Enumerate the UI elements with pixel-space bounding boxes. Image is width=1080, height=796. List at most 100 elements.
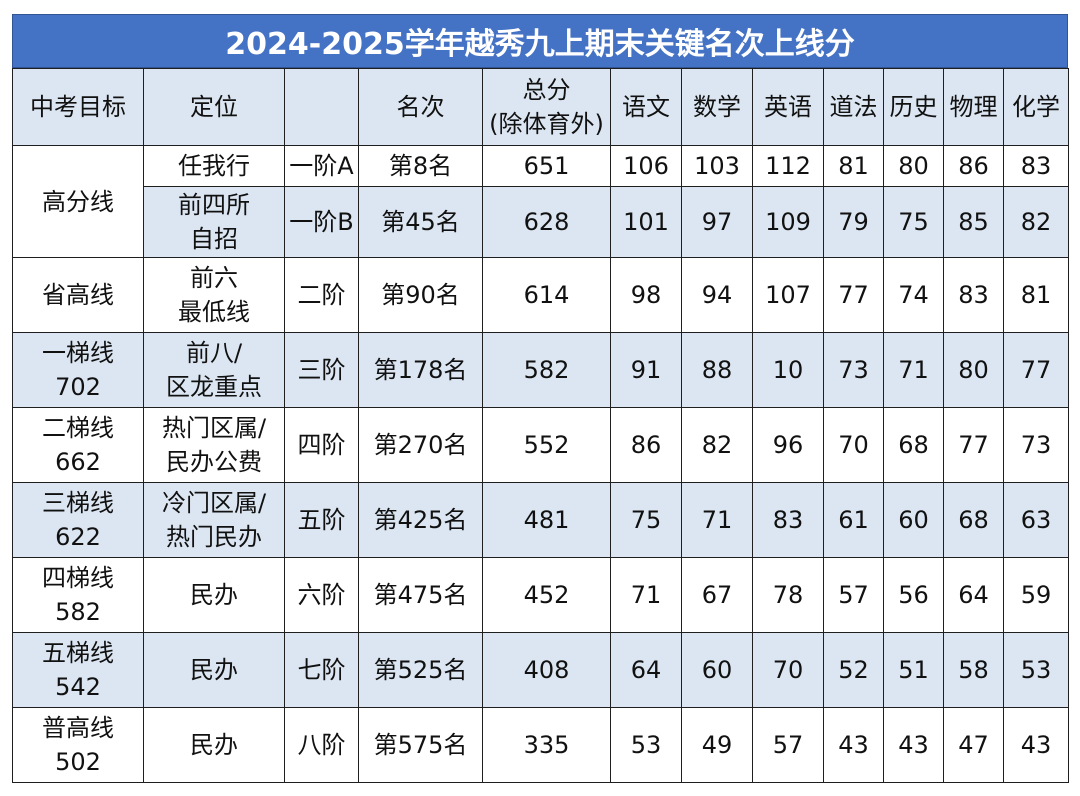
english-cell: 109: [752, 186, 824, 258]
english-cell: 70: [752, 632, 824, 708]
physics-cell: 47: [943, 707, 1004, 783]
math-cell: 82: [681, 407, 753, 483]
table-row: 前四所 自招 一阶B 第45名 628 101 97 109 79 75 85 …: [13, 186, 1069, 258]
target-cell: 省高线: [12, 257, 144, 333]
tier-cell: 一阶B: [284, 186, 359, 258]
chemistry-cell: 59: [1003, 557, 1069, 633]
chemistry-cell: 82: [1003, 186, 1069, 258]
morality-cell: 52: [823, 632, 884, 708]
english-cell: 107: [752, 257, 824, 333]
physics-cell: 68: [943, 482, 1004, 558]
col-header-total: 总分 (除体育外): [482, 68, 611, 146]
morality-cell: 70: [823, 407, 884, 483]
english-cell: 83: [752, 482, 824, 558]
chinese-cell: 106: [610, 145, 682, 187]
tier-cell: 六阶: [284, 557, 359, 633]
rank-cell: 第178名: [358, 332, 483, 408]
chemistry-cell: 53: [1003, 632, 1069, 708]
chinese-cell: 101: [610, 186, 682, 258]
target-cell: 二梯线 662: [12, 407, 144, 483]
tier-cell: 一阶A: [284, 145, 359, 187]
history-cell: 56: [883, 557, 944, 633]
total-cell: 452: [482, 557, 611, 633]
position-cell: 前六 最低线: [143, 257, 285, 333]
english-cell: 10: [752, 332, 824, 408]
table-row: 五梯线 542 民办 七阶 第525名 408 64 60 70 52 51 5…: [12, 632, 1069, 708]
chinese-cell: 86: [610, 407, 682, 483]
position-cell: 冷门区属/ 热门民办: [143, 482, 285, 558]
table-title: 2024-2025学年越秀九上期末关键名次上线分: [12, 14, 1068, 68]
table-row: 高分线 任我行 一阶A 第8名 651 106 103 112 81 80 86…: [12, 145, 1069, 258]
physics-cell: 85: [943, 186, 1004, 258]
english-cell: 96: [752, 407, 824, 483]
col-header-chinese: 语文: [610, 68, 682, 146]
position-cell: 前八/ 区龙重点: [143, 332, 285, 408]
position-cell: 民办: [143, 557, 285, 633]
table-row: 三梯线 622 冷门区属/ 热门民办 五阶 第425名 481 75 71 83…: [12, 482, 1069, 558]
rank-cell: 第90名: [358, 257, 483, 333]
table-row: 二梯线 662 热门区属/ 民办公费 四阶 第270名 552 86 82 96…: [12, 407, 1069, 483]
history-cell: 80: [883, 145, 944, 187]
tier-cell: 八阶: [284, 707, 359, 783]
history-cell: 68: [883, 407, 944, 483]
col-header-english: 英语: [752, 68, 824, 146]
history-cell: 43: [883, 707, 944, 783]
english-cell: 57: [752, 707, 824, 783]
chemistry-cell: 81: [1003, 257, 1069, 333]
position-cell: 民办: [143, 632, 285, 708]
history-cell: 71: [883, 332, 944, 408]
rank-cell: 第270名: [358, 407, 483, 483]
physics-cell: 80: [943, 332, 1004, 408]
total-cell: 481: [482, 482, 611, 558]
target-cell: 高分线: [12, 145, 144, 258]
target-cell: 三梯线 622: [12, 482, 144, 558]
chemistry-cell: 77: [1003, 332, 1069, 408]
position-cell: 热门区属/ 民办公费: [143, 407, 285, 483]
physics-cell: 58: [943, 632, 1004, 708]
physics-cell: 86: [943, 145, 1004, 187]
col-header-tier: [284, 68, 359, 146]
rank-cell: 第45名: [358, 186, 483, 258]
history-cell: 75: [883, 186, 944, 258]
position-cell: 任我行: [143, 145, 285, 187]
morality-cell: 77: [823, 257, 884, 333]
math-cell: 97: [681, 186, 753, 258]
history-cell: 74: [883, 257, 944, 333]
col-header-math: 数学: [681, 68, 753, 146]
rank-cell: 第575名: [358, 707, 483, 783]
tier-cell: 五阶: [284, 482, 359, 558]
total-cell: 582: [482, 332, 611, 408]
physics-cell: 83: [943, 257, 1004, 333]
col-header-morality: 道法: [823, 68, 884, 146]
header-row: 中考目标 定位 名次 总分 (除体育外) 语文 数学 英语 道法 历史 物理 化…: [12, 68, 1069, 146]
morality-cell: 81: [823, 145, 884, 187]
chinese-cell: 64: [610, 632, 682, 708]
chemistry-cell: 73: [1003, 407, 1069, 483]
position-cell: 民办: [143, 707, 285, 783]
chinese-cell: 91: [610, 332, 682, 408]
total-cell: 614: [482, 257, 611, 333]
table-row: 一梯线 702 前八/ 区龙重点 三阶 第178名 582 91 88 10 7…: [12, 332, 1069, 408]
col-header-position: 定位: [143, 68, 285, 146]
english-cell: 112: [752, 145, 824, 187]
chemistry-cell: 63: [1003, 482, 1069, 558]
physics-cell: 77: [943, 407, 1004, 483]
physics-cell: 64: [943, 557, 1004, 633]
history-cell: 60: [883, 482, 944, 558]
chemistry-cell: 83: [1003, 145, 1069, 187]
total-cell: 335: [482, 707, 611, 783]
target-cell: 普高线 502: [12, 707, 144, 783]
col-header-target: 中考目标: [12, 68, 144, 146]
math-cell: 71: [681, 482, 753, 558]
math-cell: 67: [681, 557, 753, 633]
chinese-cell: 71: [610, 557, 682, 633]
col-header-physics: 物理: [943, 68, 1004, 146]
math-cell: 88: [681, 332, 753, 408]
history-cell: 51: [883, 632, 944, 708]
tier-cell: 七阶: [284, 632, 359, 708]
morality-cell: 43: [823, 707, 884, 783]
rank-cell: 第525名: [358, 632, 483, 708]
chemistry-cell: 43: [1003, 707, 1069, 783]
math-cell: 103: [681, 145, 753, 187]
rank-cell: 第425名: [358, 482, 483, 558]
